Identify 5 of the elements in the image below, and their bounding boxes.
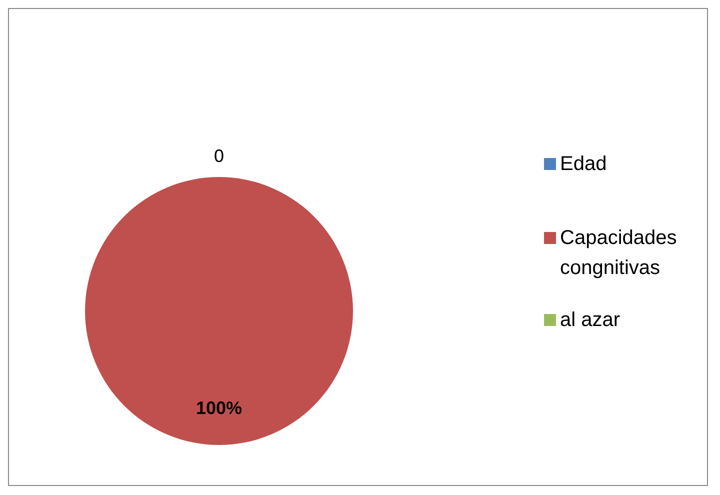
data-label: 100% [196, 398, 242, 418]
legend-label: Capacidades congnitivas [560, 226, 678, 281]
legend-label: Edad [560, 152, 607, 177]
text: 0 [214, 146, 224, 166]
legend-label: al azar [560, 308, 620, 333]
